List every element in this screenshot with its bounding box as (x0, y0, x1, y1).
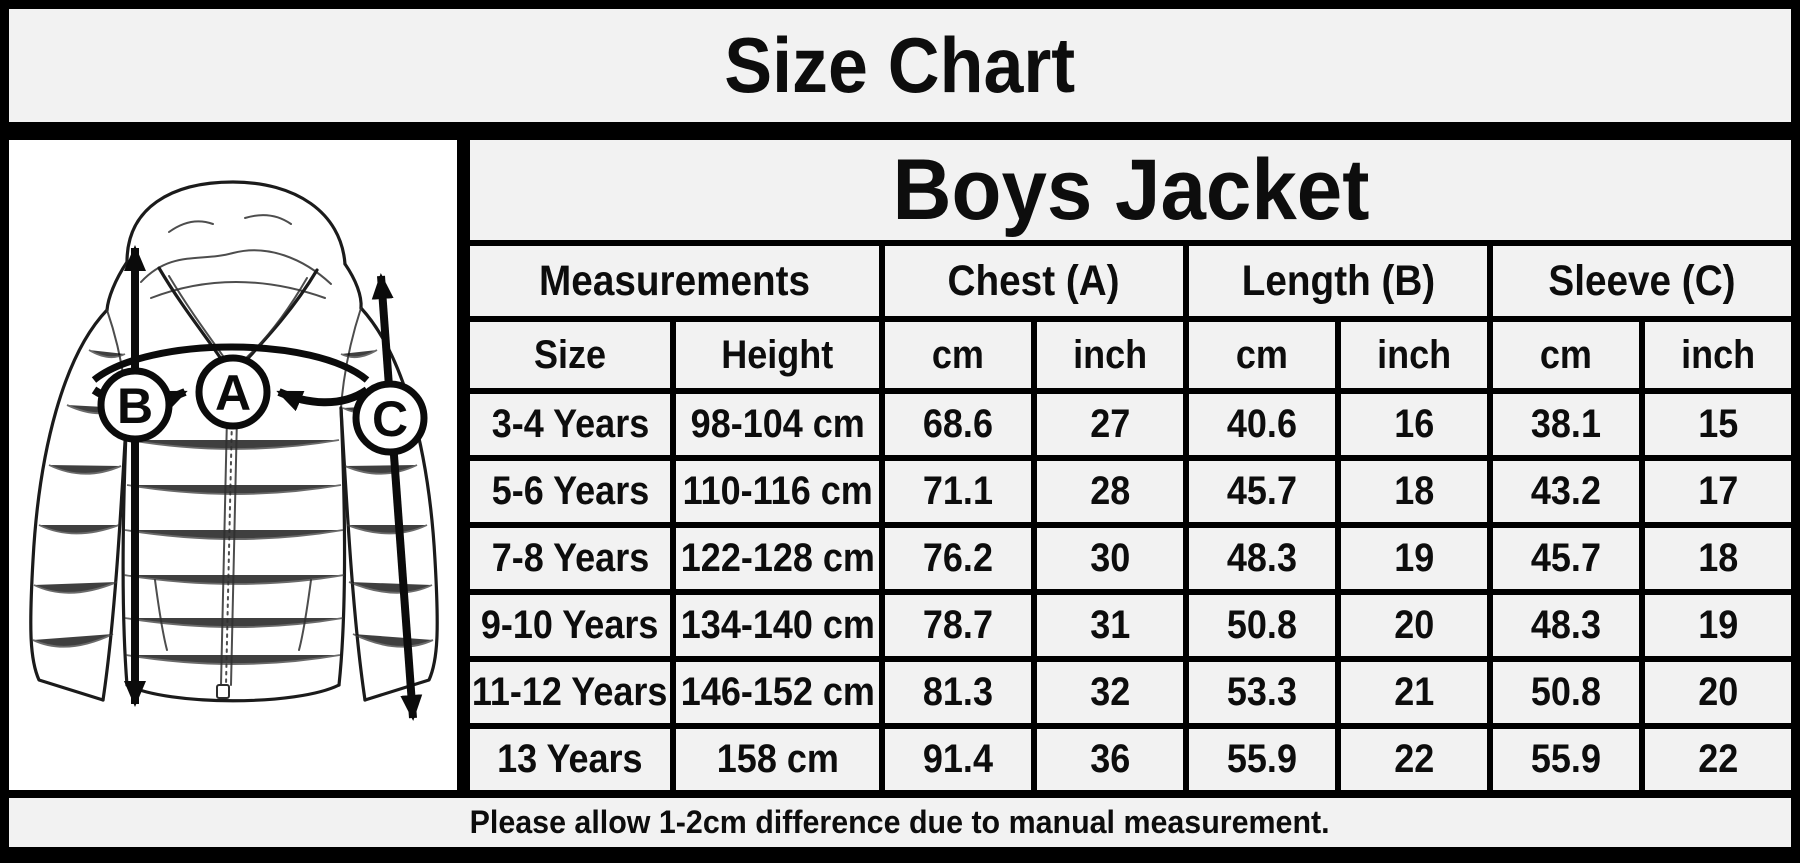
table-title: Boys Jacket (470, 140, 1791, 240)
table-cell: 28 (1037, 461, 1183, 522)
table-cell: 36 (1037, 729, 1183, 790)
footer-note: Please allow 1-2cm difference due to man… (9, 798, 1791, 847)
size-table: Boys Jacket Measurements Chest (A) Lengt… (470, 140, 1791, 790)
table-cell: 15 (1645, 394, 1791, 455)
subheader-chest-inch: inch (1037, 322, 1183, 388)
table-cell: 27 (1037, 394, 1183, 455)
table-cell: 22 (1645, 729, 1791, 790)
table-cell-height: 110-116 cm (676, 461, 879, 522)
chest-label-text: A (215, 365, 251, 421)
group-header-length: Length (B) (1189, 246, 1487, 316)
subheader-length-cm: cm (1189, 322, 1335, 388)
table-cell: 91.4 (885, 729, 1031, 790)
jacket-illustration: A B C (29, 180, 439, 721)
table-cell: 81.3 (885, 662, 1031, 723)
table-cell: 16 (1341, 394, 1487, 455)
table-cell: 31 (1037, 595, 1183, 656)
jacket-diagram-panel: A B C (9, 140, 457, 790)
table-cell: 38.1 (1493, 394, 1639, 455)
table-cell: 50.8 (1189, 595, 1335, 656)
table-cell-size: 7-8 Years (470, 528, 670, 589)
table-cell-height: 98-104 cm (676, 394, 879, 455)
table-cell: 21 (1341, 662, 1487, 723)
table-cell: 20 (1341, 595, 1487, 656)
table-cell-size: 9-10 Years (470, 595, 670, 656)
table-cell: 43.2 (1493, 461, 1639, 522)
sleeve-label-badge: C (352, 380, 428, 456)
subheader-length-inch: inch (1341, 322, 1487, 388)
table-cell: 68.6 (885, 394, 1031, 455)
jacket-hood (105, 180, 363, 370)
table-cell: 53.3 (1189, 662, 1335, 723)
sleeve-label-text: C (372, 391, 408, 447)
subheader-sleeve-cm: cm (1493, 322, 1639, 388)
table-cell-size: 5-6 Years (470, 461, 670, 522)
table-cell: 78.7 (885, 595, 1031, 656)
table-cell-height: 134-140 cm (676, 595, 879, 656)
table-cell: 22 (1341, 729, 1487, 790)
table-cell: 18 (1341, 461, 1487, 522)
table-cell: 17 (1645, 461, 1791, 522)
table-cell: 40.6 (1189, 394, 1335, 455)
table-cell: 48.3 (1189, 528, 1335, 589)
table-cell: 45.7 (1189, 461, 1335, 522)
sleeve-measure-arrow (371, 273, 423, 721)
group-header-sleeve: Sleeve (C) (1493, 246, 1791, 316)
table-cell: 55.9 (1189, 729, 1335, 790)
page-title-text: Size Chart (724, 21, 1076, 109)
table-cell-size: 13 Years (470, 729, 670, 790)
table-cell: 76.2 (885, 528, 1031, 589)
subheader-sleeve-inch: inch (1645, 322, 1791, 388)
table-cell-height: 158 cm (676, 729, 879, 790)
subheader-size: Size (470, 322, 670, 388)
table-cell: 45.7 (1493, 528, 1639, 589)
table-cell: 50.8 (1493, 662, 1639, 723)
table-cell-height: 122-128 cm (676, 528, 879, 589)
subheader-height: Height (676, 322, 879, 388)
table-cell-size: 3-4 Years (470, 394, 670, 455)
table-cell: 48.3 (1493, 595, 1639, 656)
length-label-text: B (117, 378, 153, 434)
page-title: Size Chart (9, 9, 1791, 122)
table-cell: 55.9 (1493, 729, 1639, 790)
table-cell-height: 146-152 cm (676, 662, 879, 723)
table-cell-size: 11-12 Years (470, 662, 670, 723)
group-header-chest: Chest (A) (885, 246, 1183, 316)
chest-label-badge: A (195, 354, 271, 430)
table-cell: 18 (1645, 528, 1791, 589)
table-cell: 30 (1037, 528, 1183, 589)
group-header-measurements: Measurements (470, 246, 879, 316)
table-cell: 19 (1645, 595, 1791, 656)
table-cell: 32 (1037, 662, 1183, 723)
subheader-chest-cm: cm (885, 322, 1031, 388)
table-cell: 20 (1645, 662, 1791, 723)
footer-note-text: Please allow 1-2cm difference due to man… (470, 804, 1330, 840)
table-cell: 71.1 (885, 461, 1031, 522)
length-label-badge: B (97, 367, 173, 443)
table-cell: 19 (1341, 528, 1487, 589)
